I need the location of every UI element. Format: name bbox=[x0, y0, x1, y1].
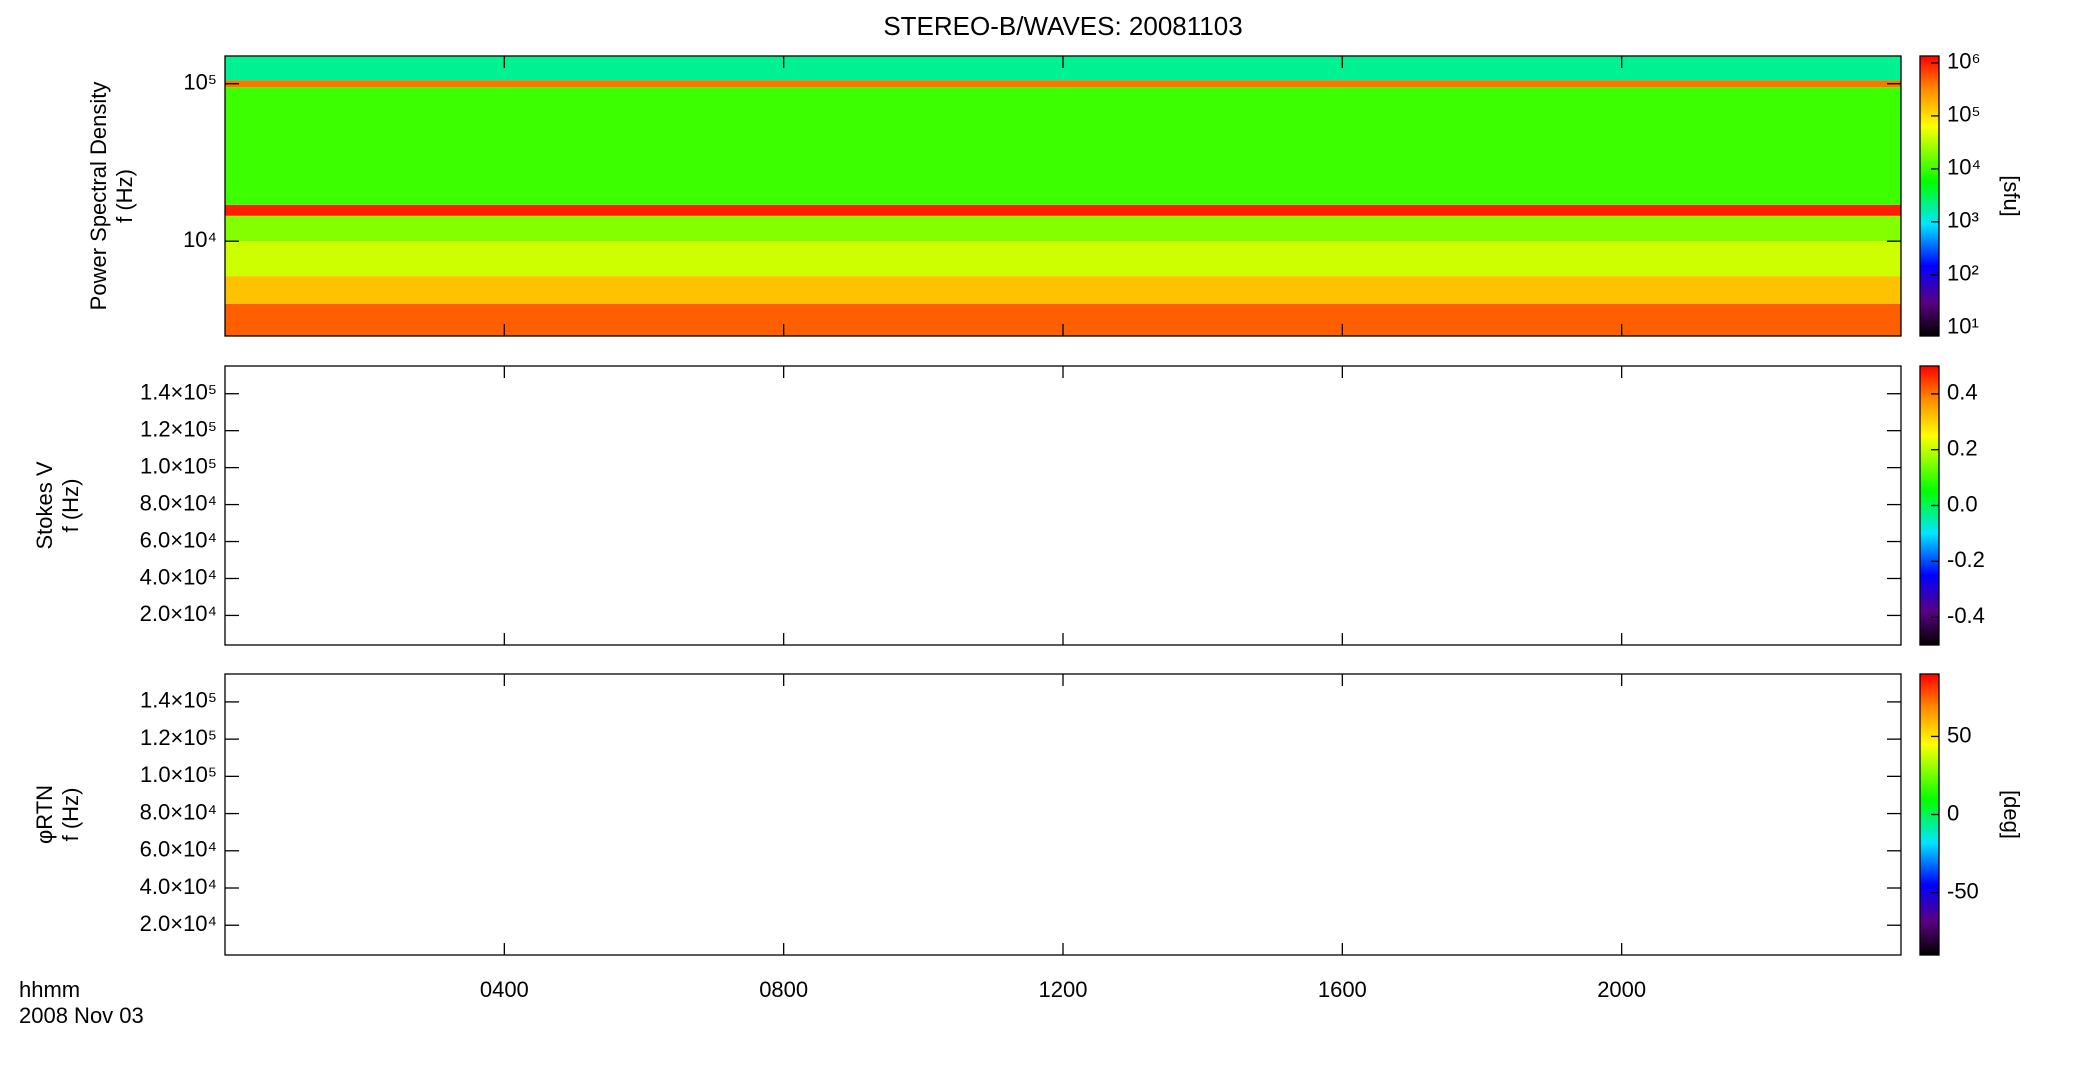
x-tick-label: 0400 bbox=[480, 977, 529, 1002]
heatmap-band bbox=[225, 276, 1901, 304]
colorbar-tick-label: 10⁶ bbox=[1947, 49, 1981, 74]
y-tick-label: 1.2×10⁵ bbox=[140, 725, 217, 750]
colorbar-tick-label: 0.4 bbox=[1947, 380, 1978, 405]
y-tick-label: 10⁴ bbox=[183, 227, 217, 252]
plot-frame bbox=[224, 365, 1902, 646]
y-tick-label: 1.2×10⁵ bbox=[140, 416, 217, 441]
y-tick-label: 8.0×10⁴ bbox=[140, 799, 217, 824]
y-tick-label: 1.0×10⁵ bbox=[140, 762, 217, 787]
colorbar-tick-label: 0 bbox=[1947, 800, 1959, 825]
date-label: 2008 Nov 03 bbox=[19, 1003, 144, 1028]
y-tick-label: 2.0×10⁴ bbox=[140, 601, 217, 626]
y-tick-label: 1.4×10⁵ bbox=[140, 688, 217, 713]
heatmap-band bbox=[225, 80, 1901, 88]
colorbar-tick-label: -50 bbox=[1947, 878, 1979, 903]
y-tick-label: 4.0×10⁴ bbox=[140, 874, 217, 899]
y-tick-label: 8.0×10⁴ bbox=[140, 490, 217, 515]
y-tick-label: 1.4×10⁵ bbox=[140, 380, 217, 405]
x-tick-label: 0800 bbox=[759, 977, 808, 1002]
colorbar-tick-label: 10² bbox=[1947, 261, 1979, 286]
y-tick-label: 6.0×10⁴ bbox=[140, 837, 217, 862]
heatmap-band bbox=[225, 87, 1901, 205]
colorbar-tick-label: 10⁵ bbox=[1947, 102, 1981, 127]
colorbar-tick-label: 10⁴ bbox=[1947, 155, 1981, 180]
x-tick-label: 1200 bbox=[1039, 977, 1088, 1002]
y-axis-label: f (Hz) bbox=[112, 169, 137, 223]
y-axis-label: f (Hz) bbox=[58, 788, 83, 842]
y-axis-label: Stokes V bbox=[32, 461, 57, 549]
y-axis-label: φRTN bbox=[32, 785, 57, 844]
colorbar-tick-label: 50 bbox=[1947, 722, 1971, 747]
y-tick-label: 2.0×10⁴ bbox=[140, 911, 217, 936]
colorbar-tick-label: 10¹ bbox=[1947, 314, 1979, 339]
colorbar-tick-label: 0.0 bbox=[1947, 491, 1978, 516]
colorbar-label: [deg] bbox=[1999, 790, 2024, 839]
heatmap-band bbox=[225, 215, 1901, 242]
colorbar bbox=[1919, 55, 1940, 337]
y-tick-label: 6.0×10⁴ bbox=[140, 527, 217, 552]
colorbar-tick-label: -0.2 bbox=[1947, 547, 1985, 572]
colorbar-tick-label: 0.2 bbox=[1947, 436, 1978, 461]
x-axis-label: hhmm bbox=[19, 977, 80, 1002]
y-axis-label: f (Hz) bbox=[58, 479, 83, 533]
y-tick-label: 10⁵ bbox=[183, 70, 217, 95]
heatmap-band bbox=[225, 204, 1901, 216]
x-tick-label: 2000 bbox=[1597, 977, 1646, 1002]
colorbar-tick-label: -0.4 bbox=[1947, 603, 1985, 628]
colorbar-label: [sfu] bbox=[1999, 175, 2024, 217]
heatmap-band bbox=[225, 241, 1901, 277]
colorbar-tick-label: 10³ bbox=[1947, 208, 1979, 233]
x-tick-label: 1600 bbox=[1318, 977, 1367, 1002]
y-tick-label: 4.0×10⁴ bbox=[140, 564, 217, 589]
plot-frame bbox=[224, 673, 1902, 956]
chart-title: STEREO-B/WAVES: 20081103 bbox=[883, 11, 1242, 41]
y-tick-label: 1.0×10⁵ bbox=[140, 453, 217, 478]
y-axis-label: Power Spectral Density bbox=[86, 82, 111, 311]
